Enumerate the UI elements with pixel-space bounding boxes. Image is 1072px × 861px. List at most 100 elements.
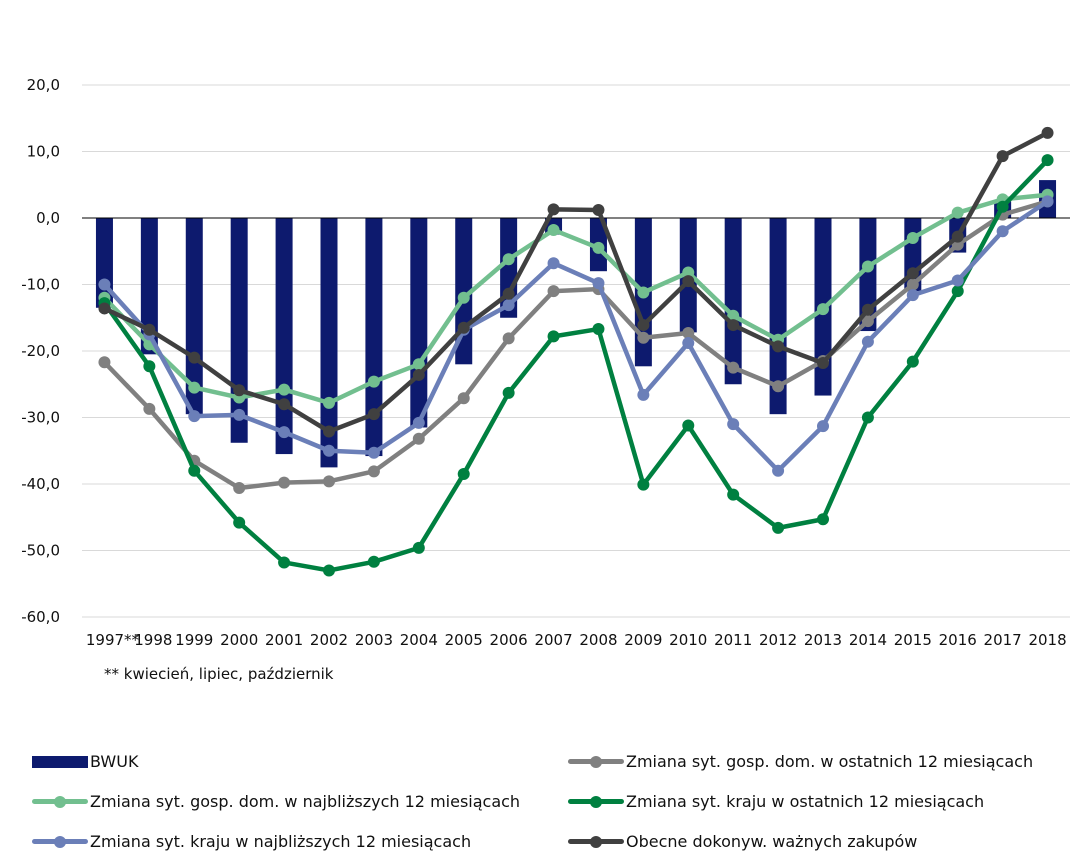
x-tick-label: 2011 — [714, 631, 752, 649]
series-point — [367, 408, 380, 421]
series-line — [102, 199, 1049, 491]
series-point — [817, 420, 829, 433]
series-point — [502, 332, 515, 345]
series-point — [233, 516, 246, 529]
x-tick-label: 2005 — [445, 631, 483, 649]
series-point — [637, 478, 650, 491]
series-point — [278, 476, 291, 489]
series-point — [412, 368, 425, 381]
series-point — [367, 446, 380, 459]
x-tick-label: 2000 — [220, 631, 258, 649]
series-point — [233, 384, 246, 397]
series-point — [861, 303, 874, 316]
series-point — [188, 464, 201, 477]
series-point — [278, 398, 291, 411]
series-point — [682, 419, 695, 432]
series-point — [323, 444, 335, 457]
x-tick-label: 2006 — [490, 631, 528, 649]
series-line — [103, 130, 1049, 434]
series-point — [772, 464, 785, 477]
series-point — [592, 204, 605, 217]
series-point — [367, 375, 380, 388]
series-point — [682, 337, 695, 350]
line-series — [98, 126, 1054, 577]
series-point — [906, 231, 919, 244]
series-point — [772, 340, 785, 353]
bar-bwuk — [140, 218, 158, 355]
series-point — [951, 230, 964, 243]
x-tick-label: 2004 — [400, 631, 438, 649]
series-point — [323, 396, 335, 409]
series-line — [102, 192, 1048, 406]
bar-bwuk — [185, 218, 203, 415]
series-point — [951, 274, 964, 287]
series-point — [98, 278, 111, 291]
series-line — [102, 158, 1050, 573]
x-tick-label: 2015 — [894, 631, 932, 649]
series-point — [817, 356, 829, 369]
series-point — [457, 468, 470, 481]
series-point — [457, 321, 470, 334]
series-point — [637, 319, 650, 332]
series-point — [996, 225, 1009, 238]
series-point — [233, 408, 246, 421]
series-point — [188, 381, 201, 394]
series-point — [637, 388, 650, 401]
series-point — [727, 319, 740, 332]
bar-bwuk — [410, 218, 428, 428]
y-tick-label: 10,0 — [27, 143, 60, 161]
series-point — [143, 402, 156, 415]
series-point — [278, 556, 291, 569]
x-tick-label: 1998 — [134, 631, 172, 649]
series-point — [1041, 126, 1054, 139]
series-point — [412, 541, 425, 554]
series-point — [547, 203, 560, 216]
series-point — [772, 521, 785, 534]
bars-bwuk — [95, 180, 1057, 468]
series-point — [861, 335, 874, 348]
series-point — [412, 358, 425, 371]
x-tick-label: 2007 — [534, 631, 572, 649]
series-point — [637, 331, 650, 344]
x-tick-label: 1999 — [175, 631, 213, 649]
series-point — [323, 475, 335, 488]
series-point — [592, 277, 605, 290]
series-point — [817, 303, 829, 316]
series-point — [727, 361, 740, 374]
series-point — [592, 241, 605, 254]
series-point — [502, 253, 515, 266]
y-tick-label: -30,0 — [21, 409, 60, 427]
series-point — [861, 315, 874, 328]
series-point — [547, 257, 560, 270]
series-point — [278, 383, 291, 396]
series-point — [682, 266, 695, 279]
x-tick-label: 2002 — [310, 631, 348, 649]
series-point — [323, 425, 335, 438]
y-tick-label: 0,0 — [36, 209, 60, 227]
series-point — [502, 386, 515, 399]
series-point — [682, 275, 695, 288]
x-tick-label: 2003 — [355, 631, 393, 649]
series-point — [906, 355, 919, 368]
x-tick-label: 2012 — [759, 631, 797, 649]
series-point — [637, 286, 650, 299]
series-point — [861, 411, 874, 424]
x-tick-label: 2018 — [1028, 631, 1066, 649]
series-point — [861, 260, 874, 273]
bar-bwuk — [859, 218, 877, 332]
series-point — [592, 323, 605, 336]
series-point — [772, 380, 785, 393]
series-point — [233, 481, 246, 494]
series-point — [547, 330, 560, 343]
series-point — [906, 267, 919, 280]
series-point — [457, 291, 470, 304]
series-point — [323, 564, 335, 577]
series-point — [278, 426, 291, 439]
bar-bwuk — [724, 218, 742, 385]
y-tick-label: 20,0 — [27, 76, 60, 94]
y-tick-label: -50,0 — [21, 542, 60, 560]
x-tick-label: 2001 — [265, 631, 303, 649]
series-point — [98, 356, 111, 369]
series-point — [412, 416, 425, 429]
